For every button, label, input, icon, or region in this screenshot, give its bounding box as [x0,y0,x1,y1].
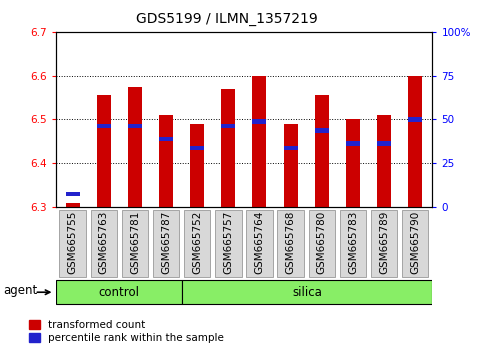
Bar [66,203,80,207]
Bar [377,115,391,207]
Bar [315,128,329,133]
Bar [284,146,298,150]
Text: GSM665783: GSM665783 [348,211,358,274]
Bar [215,210,242,277]
Bar [309,210,335,277]
Bar [346,141,360,146]
Bar [159,115,173,207]
Bar [284,124,298,207]
Text: silica: silica [292,286,322,299]
Bar [184,210,211,277]
Bar [182,280,432,304]
Bar [346,120,360,207]
Bar [97,124,111,128]
Text: GSM665752: GSM665752 [192,211,202,274]
Bar [59,210,86,277]
Bar [97,95,111,207]
Bar [253,119,267,124]
Bar [402,210,428,277]
Text: GDS5199 / ILMN_1357219: GDS5199 / ILMN_1357219 [136,12,318,27]
Text: control: control [98,286,139,299]
Bar [408,117,422,122]
Bar [277,210,304,277]
Bar [159,137,173,141]
Bar [315,95,329,207]
Bar [221,124,235,128]
Text: GSM665790: GSM665790 [410,211,420,274]
Bar [221,89,235,207]
Text: GSM665757: GSM665757 [223,211,233,274]
Bar [377,141,391,146]
Bar [190,146,204,150]
Text: GSM665768: GSM665768 [285,211,296,274]
Text: GSM665764: GSM665764 [255,211,265,274]
Bar [371,210,397,277]
Bar [128,87,142,207]
Bar [66,192,80,196]
Bar [153,210,179,277]
Bar [128,124,142,128]
Bar [340,210,366,277]
Text: GSM665781: GSM665781 [130,211,140,274]
Bar [408,76,422,207]
Text: GSM665787: GSM665787 [161,211,171,274]
Legend: transformed count, percentile rank within the sample: transformed count, percentile rank withi… [29,320,224,343]
Text: GSM665780: GSM665780 [317,211,327,274]
Bar [246,210,273,277]
Bar [56,280,182,304]
Bar [190,124,204,207]
Text: agent: agent [3,284,37,297]
Bar [122,210,148,277]
Bar [253,76,267,207]
Text: GSM665789: GSM665789 [379,211,389,274]
Text: GSM665763: GSM665763 [99,211,109,274]
Text: GSM665755: GSM665755 [68,211,78,274]
Bar [91,210,117,277]
